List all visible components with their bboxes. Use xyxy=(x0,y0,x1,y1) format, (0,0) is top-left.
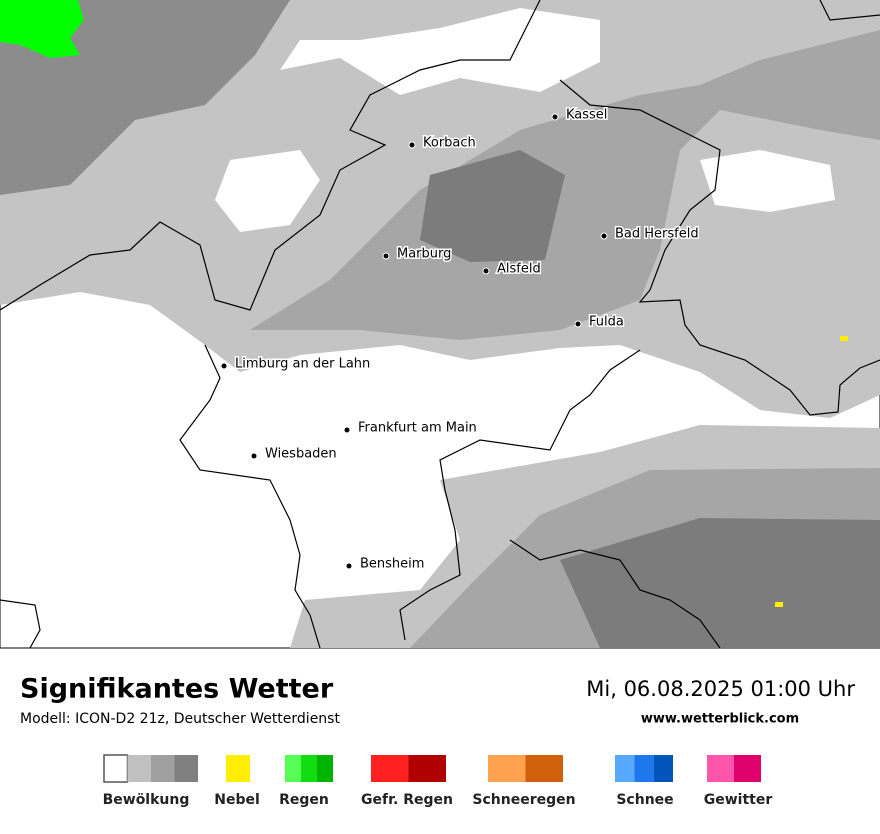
city-label: Bensheim xyxy=(360,557,424,572)
legend-label: Schnee xyxy=(616,792,673,808)
border-line xyxy=(509,539,721,649)
city-label: Wiesbaden xyxy=(265,447,337,462)
legend-swatch xyxy=(174,755,198,782)
legend-label: Bewölkung xyxy=(103,792,190,808)
city-dot xyxy=(343,426,351,434)
city-dot xyxy=(574,320,582,328)
city-label: Bad Hersfeld xyxy=(615,227,699,242)
title: Signifikantes Wetter xyxy=(20,674,334,705)
city-dot xyxy=(482,267,490,275)
legend-label: Schneeregen xyxy=(472,792,575,808)
cloud-dark xyxy=(560,518,880,648)
city-label: Frankfurt am Main xyxy=(358,421,477,436)
border-line xyxy=(399,349,641,641)
legend: Bewölkung Nebel Regen Gefr. Regen Schneerege… xyxy=(103,754,773,808)
website: www.wetterblick.com xyxy=(641,712,799,727)
legend-label: Gefr. Regen xyxy=(361,792,453,808)
border-line xyxy=(0,599,41,649)
legend-label: Nebel xyxy=(214,792,260,808)
legend-swatch xyxy=(285,755,301,782)
legend-swatch xyxy=(151,755,175,782)
city-label: Marburg xyxy=(397,247,451,262)
model-info: Modell: ICON-D2 21z, Deutscher Wetterdie… xyxy=(20,711,340,727)
legend-swatch xyxy=(615,755,635,782)
legend-swatch xyxy=(127,755,151,782)
clear-area xyxy=(215,150,320,232)
datetime: Mi, 06.08.2025 01:00 Uhr xyxy=(586,677,855,701)
legend-swatch xyxy=(103,754,129,783)
legend-swatch xyxy=(525,755,563,782)
legend-swatch xyxy=(488,755,526,782)
clear-area xyxy=(280,8,600,95)
clear-area xyxy=(700,150,835,212)
legend-label: Gewitter xyxy=(704,792,773,808)
city-dot xyxy=(408,141,416,149)
legend-swatch xyxy=(653,755,673,782)
border-line xyxy=(179,344,321,649)
city-label: Alsfeld xyxy=(497,262,541,277)
rain-area xyxy=(0,0,84,58)
legend-swatch xyxy=(371,755,409,782)
border-line xyxy=(819,0,880,21)
city-layer: Kassel Korbach Bad Hersfeld Marburg Alsfeld F… xyxy=(220,106,700,573)
cloud-medium xyxy=(250,30,880,340)
city-dot xyxy=(250,452,258,460)
cloud-dark xyxy=(420,150,565,262)
fog-spot xyxy=(840,336,848,341)
city-label: Limburg an der Lahn xyxy=(235,357,370,372)
border-line xyxy=(559,79,880,416)
city-dot xyxy=(345,562,353,570)
city-dot xyxy=(551,113,559,121)
legend-label: Regen xyxy=(279,792,329,808)
legend-swatch xyxy=(408,755,446,782)
city-label: Kassel xyxy=(566,108,607,123)
legend-swatch xyxy=(634,755,654,782)
city-dot xyxy=(600,232,608,240)
legend-swatch xyxy=(707,755,734,782)
city-label: Korbach xyxy=(423,136,476,151)
legend-swatch xyxy=(734,755,761,782)
legend-swatch xyxy=(317,755,333,782)
city-label: Fulda xyxy=(589,315,624,330)
city-dot xyxy=(220,362,228,370)
city-dot xyxy=(382,252,390,260)
map xyxy=(0,0,880,649)
fog-spot xyxy=(775,602,783,607)
legend-swatch xyxy=(301,755,317,782)
legend-swatch xyxy=(226,755,250,782)
border-line xyxy=(0,0,541,311)
